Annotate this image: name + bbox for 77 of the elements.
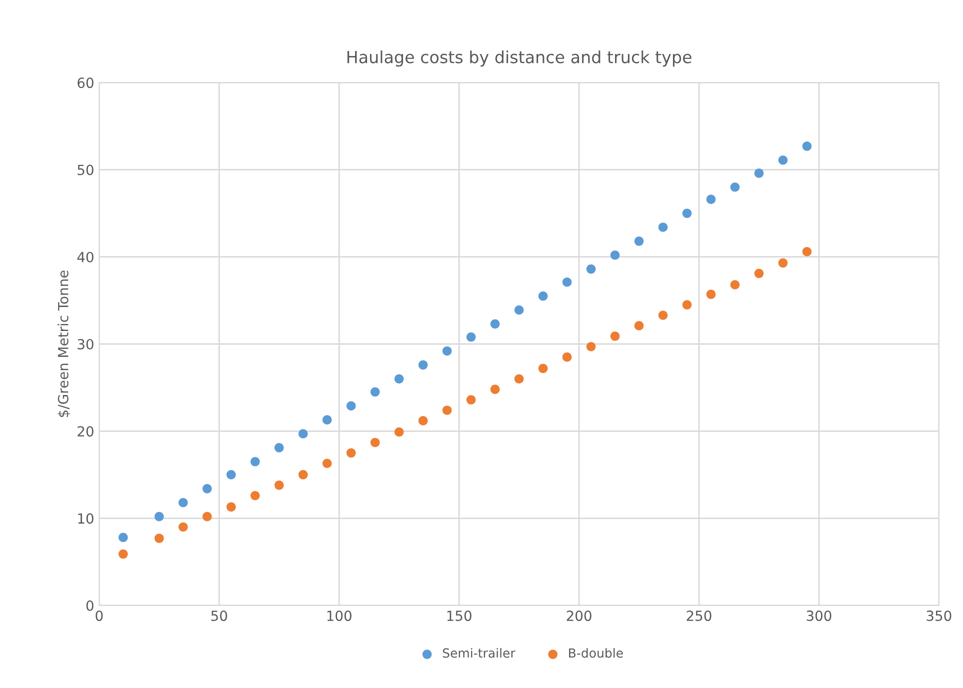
x-tick-label: 150 <box>447 610 472 622</box>
point <box>298 429 308 438</box>
y-tick-label: 60 <box>78 78 94 88</box>
point <box>682 300 692 310</box>
point <box>706 194 716 204</box>
point <box>370 387 380 397</box>
x-tick-label: 350 <box>926 610 952 622</box>
x-tick-label: 250 <box>686 610 712 622</box>
point <box>682 208 692 218</box>
x-tick-label: 100 <box>327 610 352 622</box>
x-tick-label: 50 <box>211 610 228 622</box>
point <box>586 342 596 352</box>
point <box>610 250 620 260</box>
point <box>370 438 380 448</box>
legend-label: Semi-trailer <box>442 648 516 658</box>
point <box>466 332 476 342</box>
point <box>706 290 716 299</box>
point <box>586 264 596 274</box>
point <box>250 456 260 466</box>
point <box>802 246 812 256</box>
point <box>118 532 128 542</box>
point <box>562 277 572 287</box>
x-tick-label: 0 <box>96 610 103 622</box>
legend-label: B-double <box>569 648 623 658</box>
point <box>514 305 524 315</box>
point <box>514 374 524 384</box>
point <box>754 168 764 178</box>
y-tick-label: 30 <box>78 338 94 350</box>
point <box>394 427 404 437</box>
point <box>346 401 356 411</box>
point <box>154 512 164 522</box>
point <box>274 480 284 490</box>
chart-title: Haulage costs by distance and truck type <box>347 50 692 67</box>
point <box>442 346 452 356</box>
point <box>634 321 644 330</box>
point <box>118 549 128 559</box>
point <box>226 470 236 480</box>
x-tick-label: 300 <box>806 610 832 622</box>
y-tick-label: 40 <box>77 252 94 262</box>
y-tick-label: 20 <box>78 426 94 437</box>
point <box>178 498 188 508</box>
point <box>490 319 500 329</box>
point <box>538 364 548 374</box>
y-tick-label: 10 <box>78 513 94 524</box>
point <box>394 374 404 384</box>
x-tick-label: 200 <box>566 610 592 622</box>
point <box>154 534 164 543</box>
point <box>202 484 212 494</box>
point <box>202 512 212 522</box>
point <box>418 360 428 370</box>
point <box>178 522 188 532</box>
point <box>778 155 788 165</box>
point <box>730 182 740 192</box>
point <box>250 490 260 500</box>
point <box>298 470 308 480</box>
point <box>322 415 332 424</box>
point <box>538 291 548 301</box>
point <box>658 222 668 232</box>
point <box>466 395 476 404</box>
point <box>730 280 740 290</box>
point <box>658 310 668 320</box>
point <box>322 458 332 468</box>
point <box>610 332 620 341</box>
point <box>226 502 236 512</box>
point <box>634 236 644 246</box>
point <box>346 448 356 458</box>
point <box>274 443 284 452</box>
y-tick-label: 50 <box>78 164 94 176</box>
point <box>442 406 452 415</box>
point <box>778 258 788 268</box>
point <box>562 352 572 362</box>
point <box>802 142 812 151</box>
point <box>490 384 500 394</box>
y-axis-title: $/Green Metric Tonne <box>58 270 70 418</box>
point <box>418 416 428 426</box>
y-tick-label: 0 <box>86 600 94 611</box>
point <box>754 268 764 278</box>
